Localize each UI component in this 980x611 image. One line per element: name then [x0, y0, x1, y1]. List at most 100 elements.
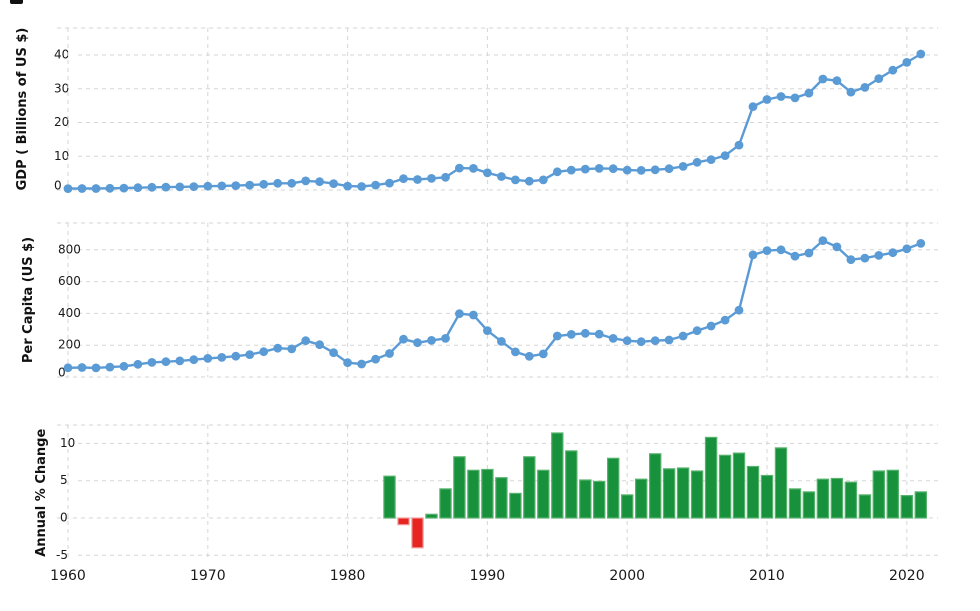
data-point [664, 335, 674, 345]
data-point [497, 172, 506, 181]
y-axis-title: Per Capita (US $) [21, 237, 36, 363]
x-tick-label: 1970 [190, 568, 226, 584]
growth-bar-positive [774, 447, 788, 519]
data-point [357, 359, 366, 369]
data-point [636, 166, 646, 175]
growth-bar-positive [383, 475, 396, 519]
y-tick-label: 40 [54, 48, 69, 62]
y-tick-label: 5 [60, 473, 68, 487]
growth-bar-positive [886, 469, 900, 519]
data-point [678, 162, 688, 171]
gdp-chart: 0 10 20 30 40 GDP ( Billions of US $) [15, 27, 938, 194]
y-tick-label: 800 [58, 242, 81, 256]
data-point [874, 251, 884, 260]
data-point [287, 178, 297, 188]
y-tick-label: 0 [60, 511, 68, 525]
data-point [734, 140, 744, 150]
x-tick-label: 1990 [470, 568, 506, 584]
data-point [818, 236, 828, 246]
growth-bar-positive [537, 469, 550, 519]
data-point [524, 351, 534, 361]
data-point [119, 183, 129, 193]
data-point [329, 348, 338, 358]
data-point [315, 340, 324, 350]
growth-bar-positive [425, 513, 438, 519]
data-point [189, 355, 199, 365]
data-point [231, 181, 241, 191]
growth-bar-positive [690, 470, 704, 519]
data-point [161, 182, 171, 192]
y-tick-label: 200 [58, 338, 81, 352]
data-point [650, 165, 660, 175]
data-point [580, 164, 590, 174]
per-capita-chart: 0 200 400 600 800 Per Capita (US $) [21, 222, 938, 380]
data-point [497, 337, 506, 346]
y-tick-label: 30 [54, 81, 69, 95]
x-tick-label: 1960 [50, 568, 86, 584]
data-point [790, 251, 800, 261]
data-point [413, 338, 422, 348]
x-tick-label: 2010 [749, 568, 785, 584]
growth-bar-positive [592, 480, 606, 519]
data-point [636, 337, 646, 347]
data-point [538, 349, 548, 359]
growth-bar-positive [495, 477, 508, 519]
growth-bar-positive [509, 492, 522, 519]
growth-bar-positive [551, 432, 564, 519]
y-axis-title: GDP ( Billions of US $) [15, 28, 30, 191]
data-point [762, 95, 772, 104]
growth-bar-positive [579, 479, 592, 519]
data-point [399, 174, 408, 184]
data-point [287, 344, 297, 354]
data-point [888, 65, 898, 75]
growth-bar-positive [453, 456, 466, 519]
data-point [119, 361, 129, 371]
data-point [594, 329, 604, 339]
growth-bar-negative [411, 517, 424, 549]
data-point [902, 58, 912, 67]
data-point [343, 181, 352, 191]
data-point [77, 184, 87, 193]
data-point [580, 328, 590, 338]
growth-bar-positive [872, 470, 886, 519]
data-point [846, 255, 856, 265]
y-tick-label: 0 [58, 366, 66, 380]
data-point [469, 310, 478, 320]
data-point [427, 336, 436, 345]
data-point [427, 174, 436, 183]
growth-bar-positive [620, 494, 634, 519]
data-point [804, 88, 814, 98]
data-point [175, 356, 185, 366]
data-point [175, 182, 185, 192]
data-point [385, 178, 394, 188]
y-tick-label: 20 [54, 115, 69, 129]
growth-bar-positive [662, 468, 676, 519]
data-point [748, 250, 758, 260]
data-point [734, 305, 744, 315]
data-point [63, 184, 73, 194]
growth-bar-positive [732, 452, 746, 519]
data-point [622, 336, 632, 346]
data-point [692, 157, 702, 167]
data-point [552, 331, 562, 341]
clipped-text-fragment [10, 0, 23, 4]
data-point [203, 354, 213, 363]
data-point [245, 180, 255, 190]
data-point [832, 76, 842, 86]
data-point [650, 336, 660, 346]
y-tick-label: -5 [56, 548, 68, 562]
data-point [343, 358, 352, 368]
data-point [790, 93, 800, 103]
y-tick-label: 0 [54, 179, 62, 193]
data-point [860, 253, 870, 263]
growth-bar-positive [523, 456, 536, 519]
data-point [147, 358, 157, 367]
data-point [874, 74, 884, 83]
data-point [203, 181, 213, 191]
growth-bar-positive [718, 454, 732, 519]
data-point [608, 334, 618, 343]
data-point [846, 87, 856, 97]
data-point [608, 164, 618, 174]
data-point [692, 326, 702, 336]
x-tick-label: 1980 [330, 568, 366, 584]
